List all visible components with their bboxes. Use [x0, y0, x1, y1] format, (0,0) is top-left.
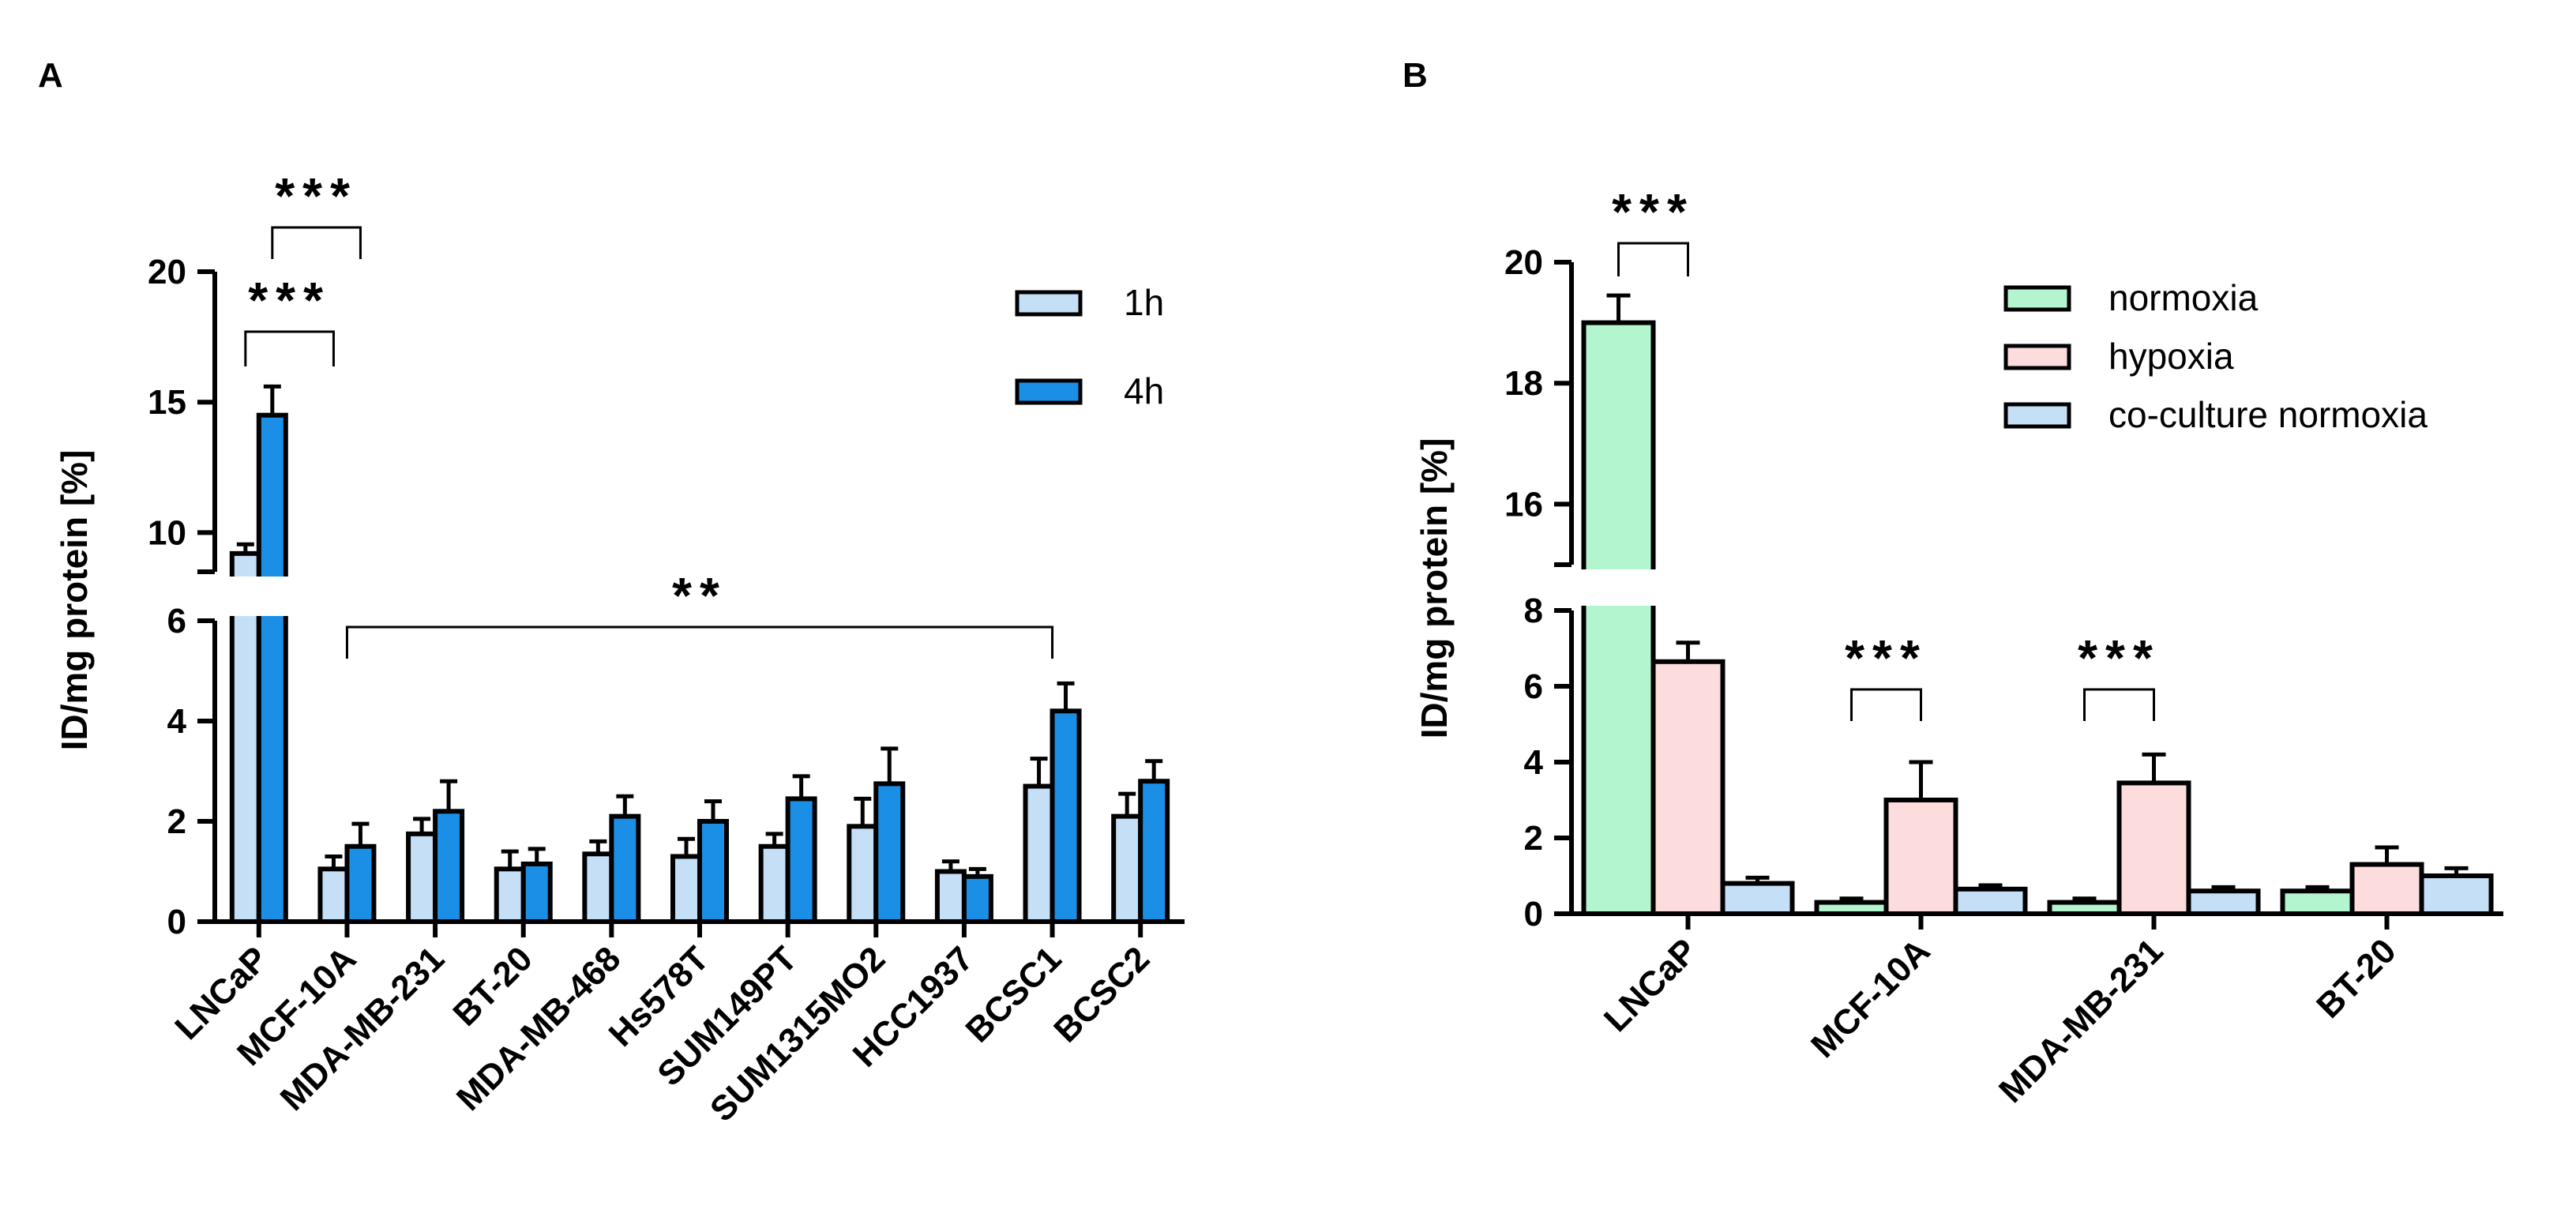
chart-a-bar-sum149pt-1h: [758, 843, 790, 924]
chart-a-y-tick-label: 0: [167, 903, 186, 941]
chart-a-significance-label: ***: [275, 167, 358, 224]
panel-label-a: A: [38, 56, 63, 95]
chart-a-category-label-bcsc2: BCSC2: [1046, 939, 1157, 1050]
chart-a-legend-swatch-1h: [1015, 290, 1083, 317]
chart-b-legend-swatch-hypoxia: [2003, 344, 2071, 370]
chart-b-bar-lncap-normoxia: [1581, 320, 1656, 917]
chart-a-bar-mda-mb-468-1h: [582, 851, 614, 925]
chart-a-category-label-bcsc1: BCSC1: [958, 939, 1068, 1050]
chart-a-legend-label-4h: 4h: [1124, 370, 1164, 411]
panel-label-b: B: [1403, 56, 1428, 95]
chart-a-significance-label: ***: [248, 272, 331, 329]
chart-a-bar-bcsc1-1h: [1023, 783, 1055, 924]
chart-a: 0246101520LNCaPMCF-10AMDA-MB-231BT-20MDA…: [54, 167, 1208, 1129]
chart-a-bar-hs578t-4h: [697, 819, 729, 924]
chart-a-bar-hs578t-1h: [670, 854, 702, 924]
chart-b-significance-bracket: [1850, 688, 1922, 721]
chart-b-y-tick-label: 6: [1524, 667, 1543, 706]
chart-b-y-axis-title: ID/mg protein [%]: [1414, 438, 1455, 739]
chart-a-axis-break-gap: [191, 577, 1208, 616]
chart-b-legend-label-hypoxia: hypoxia: [2108, 336, 2234, 377]
chart-a-y-tick-label: 15: [148, 383, 186, 422]
chart-a-bar-hcc1937-1h: [934, 869, 967, 924]
chart-b-bar-bt-20-co-culture-normoxia: [2419, 873, 2494, 916]
chart-a-y-axis-title: ID/mg protein [%]: [54, 450, 95, 751]
chart-a-bar-bcsc2-4h: [1138, 779, 1170, 925]
chart-b-bar-bt-20-hypoxia: [2349, 862, 2424, 916]
chart-b-bar-mcf-10a-hypoxia: [1883, 798, 1958, 916]
chart-b: 0 2 4 6 8 16 18 20 LNCaP MCF-10A MDA-MB-231 BT-20 ID…: [1414, 183, 2527, 1110]
chart-a-y-tick-label: 10: [148, 513, 186, 552]
chart-a-significance-bracket: [271, 226, 362, 259]
chart-a-y-tick-label: 2: [167, 802, 186, 841]
chart-a-significance-label: **: [672, 567, 727, 624]
chart-a-legend-swatch-4h: [1015, 378, 1083, 405]
chart-b-bar-lncap-co-culture-normoxia: [1720, 881, 1795, 916]
chart-b-bar-bt-20-normoxia: [2280, 888, 2355, 916]
chart-b-significance-label: ***: [1845, 629, 1928, 686]
chart-a-bar-mda-mb-468-4h: [609, 813, 641, 925]
chart-b-category-label-mda-mb-231: MDA-MB-231: [1992, 931, 2171, 1110]
chart-b-significance-bracket: [2083, 688, 2155, 721]
chart-a-significance-bracket: [244, 330, 335, 366]
chart-a-bar-bt-20-1h: [494, 866, 526, 924]
chart-b-y-tick-label: 16: [1504, 485, 1543, 524]
chart-b-bar-mcf-10a-co-culture-normoxia: [1953, 886, 2028, 917]
chart-b-bar-lncap-hypoxia: [1650, 659, 1725, 916]
chart-a-bar-mcf-10a-4h: [344, 843, 377, 924]
chart-a-bar-mcf-10a-1h: [317, 866, 350, 924]
chart-a-bar-sum1315mo2-1h: [847, 824, 879, 924]
chart-b-y-tick-label: 0: [1524, 895, 1543, 933]
chart-a-bar-hcc1937-4h: [961, 873, 993, 924]
chart-a-bar-bt-20-4h: [520, 861, 553, 924]
chart-b-legend-label-co-culture-normoxia: co-culture normoxia: [2108, 394, 2428, 435]
chart-a-bar-bcsc1-4h: [1050, 708, 1082, 924]
chart-b-category-label-lncap: LNCaP: [1597, 931, 1705, 1039]
chart-a-bar-mda-mb-231-1h: [406, 831, 438, 924]
chart-a-bar-mda-mb-231-4h: [433, 809, 465, 925]
chart-b-axis-break-gap: [1548, 569, 2527, 606]
chart-b-significance-bracket: [1617, 242, 1689, 276]
chart-b-legend-label-normoxia: normoxia: [2108, 277, 2259, 318]
chart-b-y-tick-label: 4: [1524, 743, 1544, 782]
chart-b-category-label-mcf-10a: MCF-10A: [1804, 931, 1937, 1065]
chart-b-legend-swatch-co-culture-normoxia: [2003, 402, 2071, 429]
chart-a-bar-sum149pt-4h: [785, 796, 817, 924]
chart-b-y-tick-label: 20: [1504, 243, 1543, 282]
chart-b-y-tick-label: 2: [1524, 819, 1543, 858]
chart-a-significance-bracket: [345, 625, 1054, 659]
chart-b-y-tick-label: 18: [1504, 364, 1543, 403]
chart-a-y-tick-label: 4: [167, 702, 187, 741]
chart-a-bar-sum1315mo2-4h: [873, 781, 906, 924]
chart-a-y-tick-label: 6: [167, 602, 186, 640]
chart-a-y-tick-label: 20: [148, 253, 186, 291]
chart-a-bar-lncap-4h: [256, 412, 288, 924]
chart-a-legend-label-1h: 1h: [1124, 282, 1164, 323]
chart-b-category-label-bt-20: BT-20: [2309, 931, 2403, 1025]
chart-b-bar-mda-mb-231-co-culture-normoxia: [2186, 888, 2261, 916]
chart-b-significance-label: ***: [2078, 629, 2161, 686]
chart-a-bar-bcsc2-1h: [1111, 813, 1143, 925]
chart-b-y-tick-label: 8: [1524, 592, 1543, 630]
chart-b-significance-label: ***: [1612, 183, 1695, 240]
chart-b-bar-mda-mb-231-hypoxia: [2116, 780, 2191, 917]
chart-b-legend-swatch-normoxia: [2003, 285, 2071, 312]
